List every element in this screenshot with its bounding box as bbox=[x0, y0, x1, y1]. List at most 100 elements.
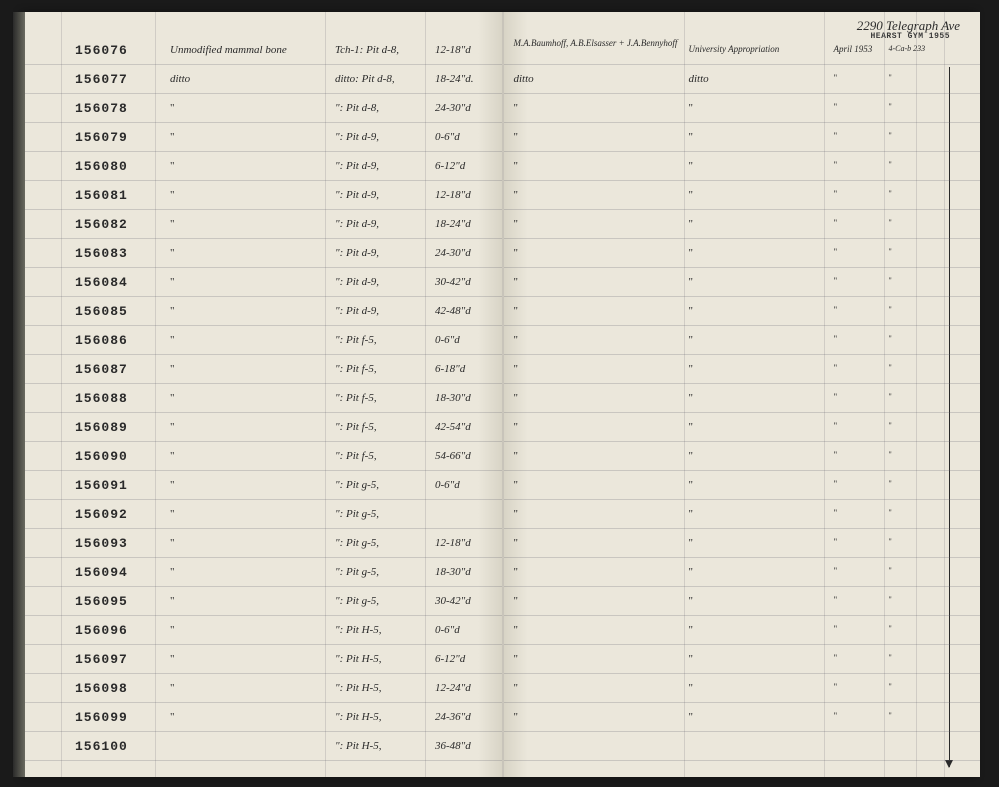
collector-cell: " bbox=[514, 276, 519, 288]
description-cell: " bbox=[170, 392, 175, 404]
location-cell: ": Pit f-5, bbox=[335, 392, 377, 404]
description-cell: " bbox=[170, 450, 175, 462]
code-cell: " bbox=[889, 624, 892, 633]
collector-cell: " bbox=[514, 131, 519, 143]
description-cell: Unmodified mammal bone bbox=[170, 44, 287, 56]
depth-cell: 18-30"d bbox=[435, 392, 471, 404]
description-cell: " bbox=[170, 624, 175, 636]
location-cell: ": Pit H-5, bbox=[335, 740, 381, 752]
ledger-row bbox=[504, 326, 981, 355]
right-page: 2290 Telegraph Ave HEARST GYM 1955 M.A.B… bbox=[504, 12, 981, 777]
location-cell: ": Pit g-5, bbox=[335, 595, 379, 607]
date-cell: " bbox=[834, 392, 838, 402]
location-cell: ": Pit H-5, bbox=[335, 682, 381, 694]
catalog-number: 156100 bbox=[75, 739, 128, 754]
ledger-row bbox=[504, 732, 981, 761]
location-cell: ": Pit d-8, bbox=[335, 102, 379, 114]
description-cell: " bbox=[170, 682, 175, 694]
description-cell: " bbox=[170, 276, 175, 288]
code-cell: " bbox=[889, 305, 892, 314]
date-cell: " bbox=[834, 160, 838, 170]
catalog-number: 156097 bbox=[75, 652, 128, 667]
description-cell: " bbox=[170, 363, 175, 375]
location-cell: ": Pit d-9, bbox=[335, 131, 379, 143]
catalog-number: 156082 bbox=[75, 217, 128, 232]
ledger-row bbox=[504, 558, 981, 587]
catalog-number: 156098 bbox=[75, 681, 128, 696]
ledger-row bbox=[504, 645, 981, 674]
catalog-number: 156099 bbox=[75, 710, 128, 725]
code-cell: " bbox=[889, 682, 892, 691]
depth-cell: 6-18"d bbox=[435, 363, 465, 375]
description-cell: ditto bbox=[170, 73, 190, 85]
location-cell: ": Pit g-5, bbox=[335, 508, 379, 520]
source-cell: ditto bbox=[689, 73, 709, 85]
source-cell: " bbox=[689, 595, 694, 607]
date-cell: " bbox=[834, 73, 838, 83]
collector-cell: " bbox=[514, 189, 519, 201]
collector-cell: " bbox=[514, 566, 519, 578]
depth-cell: 12-18"d bbox=[435, 189, 471, 201]
code-cell: " bbox=[889, 537, 892, 546]
catalog-number: 156088 bbox=[75, 391, 128, 406]
location-cell: ": Pit f-5, bbox=[335, 450, 377, 462]
ledger-row bbox=[504, 587, 981, 616]
collector-cell: " bbox=[514, 682, 519, 694]
ledger-row bbox=[504, 297, 981, 326]
code-cell: " bbox=[889, 479, 892, 488]
ledger-row bbox=[504, 239, 981, 268]
depth-cell: 18-24"d bbox=[435, 218, 471, 230]
location-cell: ": Pit f-5, bbox=[335, 421, 377, 433]
collector-cell: M.A.Baumhoff, A.B.Elsasser + J.A.Bennyho… bbox=[514, 38, 678, 48]
location-cell: ": Pit d-9, bbox=[335, 305, 379, 317]
description-cell: " bbox=[170, 653, 175, 665]
location-cell: ": Pit H-5, bbox=[335, 624, 381, 636]
location-cell: ": Pit H-5, bbox=[335, 711, 381, 723]
ledger-row bbox=[504, 674, 981, 703]
source-cell: " bbox=[689, 392, 694, 404]
code-cell: " bbox=[889, 508, 892, 517]
depth-cell: 18-30"d bbox=[435, 566, 471, 578]
description-cell: " bbox=[170, 160, 175, 172]
date-cell: " bbox=[834, 189, 838, 199]
date-cell: " bbox=[834, 537, 838, 547]
date-cell: " bbox=[834, 334, 838, 344]
date-cell: " bbox=[834, 653, 838, 663]
source-cell: " bbox=[689, 218, 694, 230]
date-cell: " bbox=[834, 624, 838, 634]
date-cell: April 1953 bbox=[834, 44, 873, 54]
depth-cell: 36-48"d bbox=[435, 740, 471, 752]
description-cell: " bbox=[170, 131, 175, 143]
catalog-number: 156086 bbox=[75, 333, 128, 348]
date-cell: " bbox=[834, 421, 838, 431]
collector-cell: " bbox=[514, 363, 519, 375]
book-spine bbox=[13, 12, 25, 777]
description-cell: " bbox=[170, 334, 175, 346]
code-cell: " bbox=[889, 189, 892, 198]
location-cell: ": Pit d-9, bbox=[335, 247, 379, 259]
ledger-row bbox=[504, 703, 981, 732]
collector-cell: " bbox=[514, 653, 519, 665]
catalog-number: 156092 bbox=[75, 507, 128, 522]
collector-cell: ditto bbox=[514, 73, 534, 85]
source-cell: " bbox=[689, 508, 694, 520]
collector-cell: " bbox=[514, 421, 519, 433]
depth-cell: 42-54"d bbox=[435, 421, 471, 433]
date-cell: " bbox=[834, 305, 838, 315]
description-cell: " bbox=[170, 537, 175, 549]
location-cell: ": Pit g-5, bbox=[335, 479, 379, 491]
collector-cell: " bbox=[514, 218, 519, 230]
depth-cell: 24-30"d bbox=[435, 102, 471, 114]
ledger-row bbox=[504, 65, 981, 94]
date-cell: " bbox=[834, 131, 838, 141]
location-cell: ": Pit f-5, bbox=[335, 363, 377, 375]
ledger-row bbox=[504, 471, 981, 500]
date-cell: " bbox=[834, 595, 838, 605]
ledger-row bbox=[504, 210, 981, 239]
source-cell: " bbox=[689, 421, 694, 433]
ledger-row bbox=[504, 529, 981, 558]
date-cell: " bbox=[834, 711, 838, 721]
depth-cell: 0-6"d bbox=[435, 624, 460, 636]
location-cell: ": Pit g-5, bbox=[335, 537, 379, 549]
description-cell: " bbox=[170, 508, 175, 520]
